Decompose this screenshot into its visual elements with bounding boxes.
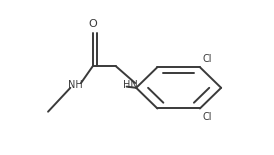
Text: Cl: Cl <box>202 54 212 64</box>
Text: Cl: Cl <box>202 112 212 122</box>
Text: O: O <box>88 19 97 29</box>
Text: NH: NH <box>68 80 83 90</box>
Text: HN: HN <box>124 80 138 90</box>
